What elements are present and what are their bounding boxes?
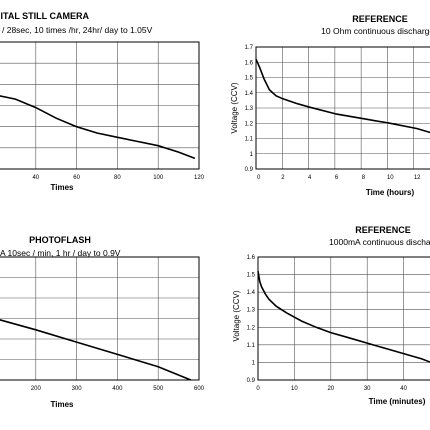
x-tick-label: 80 <box>114 175 121 181</box>
y-tick-label: 1 <box>252 360 256 366</box>
plot-frame <box>255 46 430 170</box>
x-tick-label: 10 <box>387 175 394 181</box>
x-axis-label: Times <box>51 183 75 192</box>
chart-title: REFERENCE <box>352 14 408 24</box>
chart-title: PHOTOFLASH <box>29 235 91 245</box>
x-tick-label: 200 <box>31 386 42 392</box>
series-line <box>255 58 430 134</box>
series-line <box>257 270 430 363</box>
y-tick-label: 1.5 <box>247 273 256 279</box>
x-axis-label: Time (minutes) <box>369 397 426 406</box>
x-tick-label: 40 <box>400 386 407 392</box>
y-tick-label: 1.7 <box>245 45 254 51</box>
plot-frame <box>0 256 200 381</box>
x-tick-label: 30 <box>364 386 371 392</box>
y-tick-label: 1.4 <box>247 290 256 296</box>
x-tick-label: 2 <box>281 175 285 181</box>
x-axis-label: Time (hours) <box>366 188 415 197</box>
y-tick-label: 1.6 <box>245 60 254 66</box>
y-tick-label: 1.3 <box>247 308 256 314</box>
x-tick-label: 0 <box>256 386 260 392</box>
y-tick-label: 0.9 <box>247 378 256 384</box>
x-tick-label: 100 <box>153 175 164 181</box>
y-tick-label: 1.4 <box>245 91 254 97</box>
x-tick-label: 500 <box>153 386 164 392</box>
x-tick-label: 400 <box>112 386 123 392</box>
y-axis-label: Voltage (CCV) <box>230 82 239 133</box>
y-tick-label: 1.1 <box>247 343 256 349</box>
series-line <box>0 95 196 160</box>
x-tick-label: 10 <box>291 386 298 392</box>
chart-title: REFERENCE <box>355 225 411 235</box>
x-tick-label: 12 <box>414 175 421 181</box>
x-tick-label: 8 <box>362 175 366 181</box>
y-tick-label: 1.2 <box>247 325 256 331</box>
chart-title: IGITAL STILL CAMERA <box>0 11 89 21</box>
y-tick-label: 1.5 <box>245 76 254 82</box>
x-tick-label: 0 <box>257 175 261 181</box>
plot-frame <box>0 41 200 170</box>
y-axis-label: Voltage (CCV) <box>232 290 241 341</box>
x-tick-label: 300 <box>72 386 83 392</box>
x-tick-label: 120 <box>194 175 205 181</box>
y-tick-label: 1.3 <box>245 106 254 112</box>
x-axis-label: Times <box>51 400 75 409</box>
x-tick-label: 6 <box>335 175 339 181</box>
x-tick-label: 20 <box>327 386 334 392</box>
x-tick-label: 600 <box>194 386 205 392</box>
chart-subtitle: 10 Ohm continuous discharge t <box>321 26 430 36</box>
y-tick-label: 1.2 <box>245 121 254 127</box>
chart-subtitle: 1000mA continuous discharge <box>329 237 430 247</box>
y-tick-label: 0.9 <box>245 167 254 173</box>
y-tick-label: 1 <box>250 152 254 158</box>
plot-frame <box>257 256 430 381</box>
y-tick-label: 1.1 <box>245 137 254 143</box>
series-line <box>0 319 192 381</box>
x-tick-label: 4 <box>308 175 312 181</box>
chart-subtitle: / 28sec, 10 times /hr, 24hr/ day to 1.05… <box>2 25 153 35</box>
x-tick-label: 60 <box>73 175 80 181</box>
y-tick-label: 1.6 <box>247 255 256 261</box>
x-tick-label: 40 <box>32 175 39 181</box>
chart-subtitle: A 10sec / min, 1 hr / day to 0.9V <box>0 248 121 258</box>
